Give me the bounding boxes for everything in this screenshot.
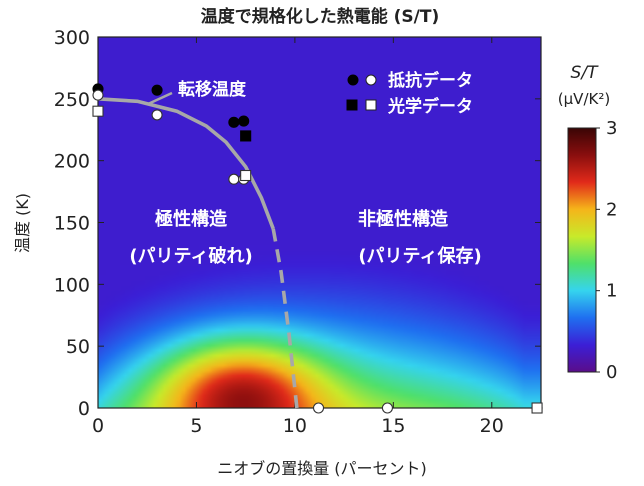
colorbar-ticks: 0 1 2 3: [596, 118, 617, 383]
region-polar-line2: (パリティ破れ): [129, 245, 252, 267]
resistance-data-point: [238, 115, 250, 127]
y-tick-label: 50: [66, 336, 90, 358]
resistance-data-point: [228, 173, 240, 185]
legend-optical-label: 光学データ: [387, 96, 473, 117]
legend-optical-white: [365, 99, 377, 111]
data-markers: [92, 83, 543, 414]
y-tick-label: 150: [54, 213, 90, 235]
legend-resistance-black: [347, 74, 359, 86]
resistance-data-point: [151, 109, 163, 121]
colorbar-tick-label: 2: [606, 199, 617, 220]
x-tick-label: 5: [190, 415, 202, 437]
y-axis-label: 温度 (K): [13, 193, 32, 253]
transition-curve: [97, 97, 299, 409]
transition-curve-dashed: [271, 228, 299, 409]
x-tick-label: 20: [480, 415, 504, 437]
region-nonpolar-line1: 非極性構造: [358, 208, 448, 230]
optical-data-point: [240, 169, 252, 182]
transition-label: 転移温度: [178, 79, 247, 100]
legend-resistance-label: 抵抗データ: [388, 70, 473, 91]
x-tick-label: 0: [92, 415, 104, 437]
colorbar-label-line1: S/T: [571, 63, 600, 83]
x-tick-label: 15: [381, 415, 405, 437]
heatmap-image: [98, 37, 541, 408]
legend-optical-black: [346, 99, 358, 111]
region-polar-line1: 極性構造: [155, 208, 227, 230]
optical-data-point: [240, 130, 252, 142]
resistance-data-point: [381, 402, 393, 414]
legend-resistance-white: [365, 74, 377, 86]
resistance-data-point: [151, 84, 163, 96]
y-tick-label: 0: [78, 398, 90, 420]
chart-title: 温度で規格化した熱電能 (S/T): [201, 6, 440, 27]
heatmap: [98, 37, 541, 408]
y-tick-label: 200: [54, 151, 90, 173]
optical-data-point: [92, 105, 104, 117]
y-tick-label: 300: [54, 27, 90, 49]
colorbar-tick-label: 3: [606, 118, 617, 139]
y-tick-label: 250: [54, 89, 90, 111]
transition-label-leader: [147, 91, 173, 106]
region-nonpolar-line2: (パリティ保存): [358, 245, 481, 267]
colorbar-gradient: [567, 127, 597, 373]
legend: 抵抗データ 光学データ: [346, 70, 473, 117]
colorbar-tick-label: 1: [606, 281, 617, 302]
resistance-data-point: [92, 89, 104, 101]
y-ticks: 0 50 100 150 200 250 300: [54, 27, 541, 420]
x-axis-label: ニオブの置換量 (パーセント): [217, 459, 427, 478]
resistance-data-point: [312, 402, 325, 414]
resistance-data-point: [228, 116, 240, 128]
colorbar-tick-label: 0: [606, 362, 617, 383]
x-tick-label: 10: [283, 415, 307, 437]
y-tick-label: 100: [54, 274, 90, 296]
colorbar: S/T (μV/K²) 0 1 2 3: [558, 63, 618, 383]
colorbar-label-line2: (μV/K²): [558, 90, 610, 108]
optical-data-point: [531, 402, 543, 414]
transition-curve-solid: [97, 97, 275, 230]
